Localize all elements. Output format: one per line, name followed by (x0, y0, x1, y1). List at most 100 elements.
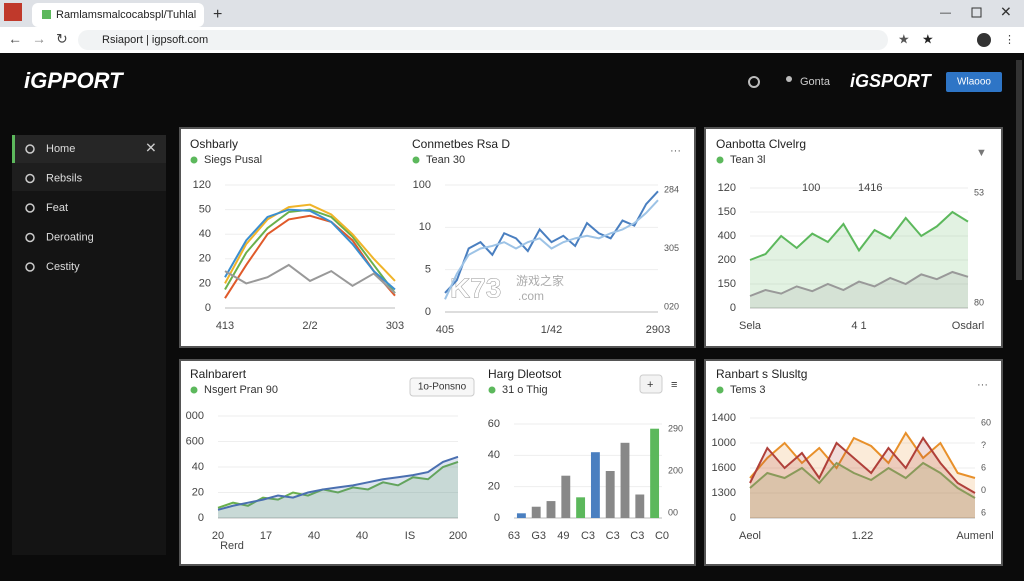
card (704, 359, 1003, 566)
sidebar-item[interactable]: Home (46, 143, 75, 155)
x-tick-label: 303 (386, 320, 404, 332)
x-tick-label: 17 (260, 530, 272, 542)
y-tick-label: 0 (198, 512, 204, 524)
bar (650, 428, 660, 518)
chart-button[interactable] (409, 377, 475, 397)
chart-title: Ranbart s Slusltg (716, 367, 807, 381)
legend: 31 o Thig (502, 384, 548, 396)
top-label: 1416 (858, 182, 882, 194)
menu[interactable]: ⋮ (1004, 34, 1015, 46)
y-tick-label: 5 (425, 264, 431, 276)
x-tick-label: 1/42 (541, 324, 562, 336)
logo: iGPPORT (24, 68, 124, 93)
x-tick-label: C3 (581, 530, 595, 542)
scrollbar[interactable] (1016, 60, 1022, 280)
y2-tick-label: ? (981, 440, 986, 450)
watermark-domain: .com (518, 289, 544, 303)
x-tick-label: C0 (655, 530, 669, 542)
legend: Tean 30 (426, 154, 465, 166)
y2-tick-label: 020 (664, 301, 679, 311)
y2-tick-label: 200 (668, 465, 683, 475)
sidebar-item[interactable]: Cestity (46, 261, 80, 273)
bar (620, 442, 630, 518)
x-tick-label: 4 1 (851, 320, 866, 332)
y-tick-label: 0 (205, 302, 211, 314)
settings[interactable] (748, 76, 760, 88)
y-tick-label: 60 (488, 418, 500, 430)
tab-title: Ramlamsmalcocabspl/Tuhlal (56, 9, 196, 21)
area (750, 272, 968, 308)
card-menu[interactable]: ··· (670, 145, 681, 157)
y2-tick-label: 60 (981, 417, 991, 427)
area (750, 438, 975, 518)
bar (590, 452, 600, 518)
tab[interactable] (32, 3, 204, 27)
line (224, 208, 396, 291)
area (750, 463, 975, 518)
app-icon (4, 3, 22, 21)
legend-dot (190, 386, 198, 394)
legend-dot (412, 156, 420, 164)
forward[interactable]: → (32, 31, 46, 47)
line (749, 270, 969, 297)
y-tick-label: 000 (186, 410, 204, 422)
y-tick-label: 20 (199, 253, 211, 265)
line (224, 208, 396, 294)
card-menu[interactable]: ≡ (671, 379, 677, 391)
bookmarks[interactable]: ★ (922, 31, 934, 46)
chart-title: Oshbarly (190, 137, 238, 151)
y-tick-label: 20 (192, 486, 204, 498)
new-tab[interactable]: + (213, 6, 222, 23)
profile[interactable] (977, 33, 991, 47)
legend: Nsgert Pran 90 (204, 384, 278, 396)
legend: Tean 3l (730, 154, 765, 166)
y-tick-label: 150 (718, 206, 736, 218)
line (749, 431, 976, 479)
add-button[interactable] (639, 374, 663, 394)
x-tick-label: Osdarl (952, 320, 984, 332)
x-tick-label: 1.22 (852, 530, 873, 542)
y-tick-label: 20 (488, 481, 500, 493)
user[interactable]: Gonta (800, 76, 831, 88)
close[interactable]: ✕ (1000, 4, 1012, 20)
x-tick-label: 20 (212, 530, 224, 542)
sidebar-close[interactable]: ✕ (145, 140, 157, 156)
bookmark[interactable]: ★ (898, 31, 910, 46)
y2-tick-label: 0 (981, 485, 986, 495)
area (218, 461, 458, 518)
sidebar-item[interactable]: Rebsils (46, 172, 83, 184)
card-menu[interactable]: ··· (977, 379, 988, 391)
back[interactable]: ← (8, 31, 22, 47)
user-icon (786, 76, 792, 82)
y2-tick-label: 290 (668, 423, 683, 433)
legend: Tems 3 (730, 384, 765, 396)
x-tick-label: C3 (630, 530, 644, 542)
line (224, 263, 396, 294)
bar (561, 475, 571, 518)
sidebar-item[interactable]: Deroating (46, 231, 94, 243)
sidebar-icon (25, 262, 35, 272)
x-title: Rerd (220, 540, 244, 552)
maximize[interactable] (971, 7, 982, 18)
y-tick-label: 400 (718, 230, 736, 242)
bar (605, 471, 615, 518)
chart-button-label: 1o-Ponsno (418, 382, 467, 393)
x-tick-label: 413 (216, 320, 234, 332)
y2-tick-label: 6 (981, 462, 986, 472)
chart-title: Conmetbes Rsa D (412, 137, 510, 151)
y-tick-label: 600 (186, 435, 204, 447)
header-button[interactable] (946, 72, 1002, 92)
line (749, 461, 976, 499)
minimize[interactable]: — (940, 7, 951, 19)
card-dropdown[interactable]: ▼ (976, 147, 987, 159)
sidebar-item[interactable]: Feat (46, 202, 68, 214)
y-tick-label: 1300 (712, 487, 736, 499)
y2-tick-label: 80 (974, 297, 984, 307)
x-tick-label: Aumenl (956, 530, 993, 542)
bar (635, 494, 645, 518)
reload[interactable]: ↻ (56, 31, 68, 47)
address-bar[interactable] (78, 30, 888, 50)
line (217, 455, 459, 511)
